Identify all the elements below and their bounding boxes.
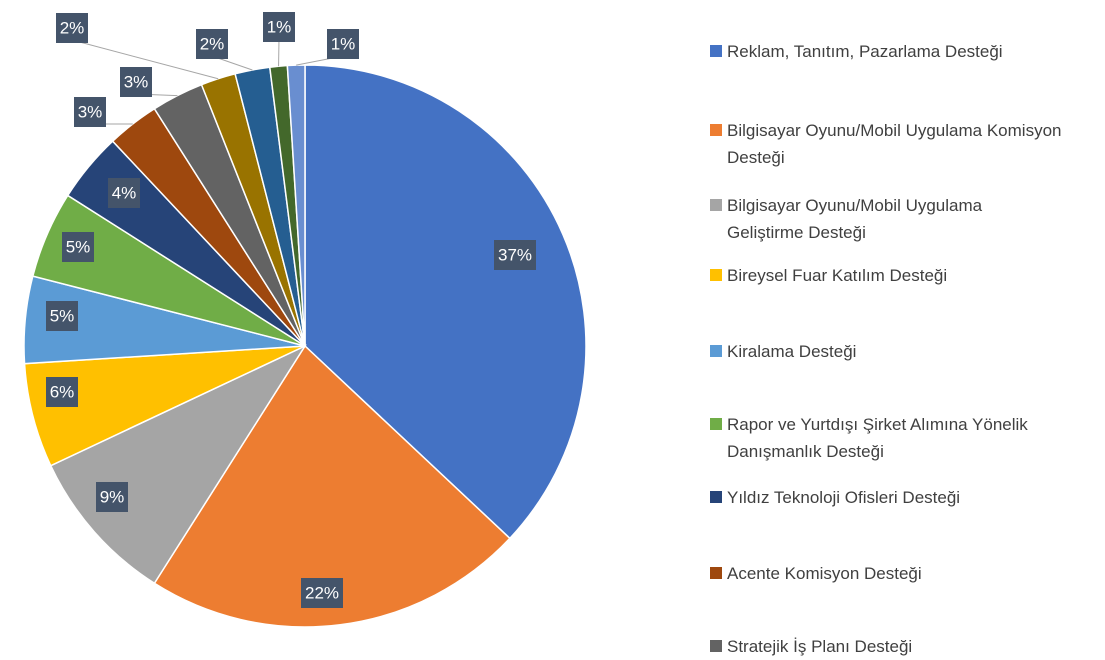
legend-swatch bbox=[710, 269, 722, 281]
data-label: 5% bbox=[50, 306, 75, 325]
legend-swatch bbox=[710, 199, 722, 211]
legend-swatch bbox=[710, 124, 722, 136]
data-label: 37% bbox=[498, 245, 532, 264]
data-label: 22% bbox=[305, 583, 339, 602]
legend-label: Yıldız Teknoloji Ofisleri Desteği bbox=[727, 484, 1062, 511]
legend-swatch bbox=[710, 345, 722, 357]
legend-label: Kiralama Desteği bbox=[727, 338, 1062, 365]
legend-item: Reklam, Tanıtım, Pazarlama Desteği bbox=[710, 38, 1070, 65]
legend-swatch bbox=[710, 418, 722, 430]
data-label: 2% bbox=[200, 34, 225, 53]
legend-item: Bilgisayar Oyunu/Mobil Uygulama Geliştir… bbox=[710, 192, 1070, 246]
data-label: 5% bbox=[66, 237, 91, 256]
legend-label: Bilgisayar Oyunu/Mobil Uygulama Geliştir… bbox=[727, 192, 1062, 246]
legend-item: Acente Komisyon Desteği bbox=[710, 560, 1070, 587]
chart: 37% 22% 9% 6% 5% 5% 4% 3% 3% 2% 2% 1% 1% bbox=[0, 0, 700, 659]
legend-swatch bbox=[710, 45, 722, 57]
legend-label: Bilgisayar Oyunu/Mobil Uygulama Komisyon… bbox=[727, 117, 1062, 171]
data-label: 4% bbox=[112, 183, 137, 202]
data-label: 6% bbox=[50, 382, 75, 401]
legend-item: Kiralama Desteği bbox=[710, 338, 1070, 365]
legend-item: Yıldız Teknoloji Ofisleri Desteği bbox=[710, 484, 1070, 511]
legend-label: Rapor ve Yurtdışı Şirket Alımına Yönelik… bbox=[727, 411, 1062, 465]
data-label: 2% bbox=[60, 18, 85, 37]
legend-label: Stratejik İş Planı Desteği bbox=[727, 633, 1062, 660]
legend-item: Stratejik İş Planı Desteği bbox=[710, 633, 1070, 660]
legend-item: Bireysel Fuar Katılım Desteği bbox=[710, 262, 1070, 289]
legend-item: Bilgisayar Oyunu/Mobil Uygulama Komisyon… bbox=[710, 117, 1070, 171]
data-label: 1% bbox=[267, 17, 292, 36]
legend-label: Bireysel Fuar Katılım Desteği bbox=[727, 262, 1062, 289]
legend-label: Reklam, Tanıtım, Pazarlama Desteği bbox=[727, 38, 1062, 65]
legend-swatch bbox=[710, 567, 722, 579]
data-label: 3% bbox=[124, 72, 149, 91]
legend-swatch bbox=[710, 491, 722, 503]
data-label: 1% bbox=[331, 34, 356, 53]
data-label: 3% bbox=[78, 102, 103, 121]
legend-item: Rapor ve Yurtdışı Şirket Alımına Yönelik… bbox=[710, 411, 1070, 465]
data-label: 9% bbox=[100, 487, 125, 506]
legend-label: Acente Komisyon Desteği bbox=[727, 560, 1062, 587]
legend-swatch bbox=[710, 640, 722, 652]
